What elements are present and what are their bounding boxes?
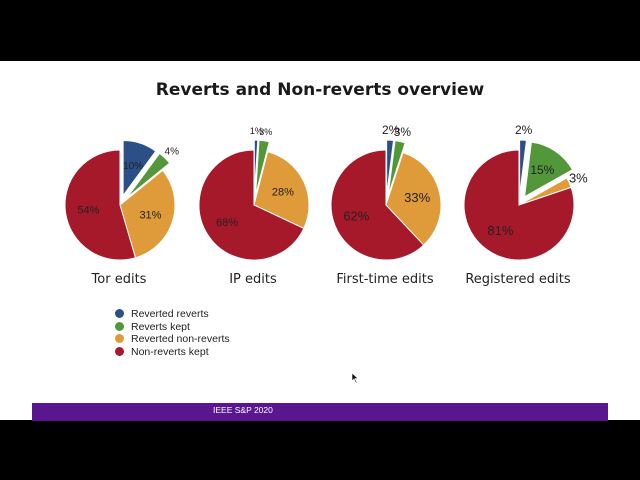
- pie-slice: [523, 141, 574, 198]
- legend-label: Reverted non-reverts: [131, 333, 230, 345]
- pie-slice: [119, 169, 176, 259]
- pie-title: IP edits: [229, 272, 277, 287]
- pie-value-label: 81%: [487, 223, 513, 238]
- pie-slice: [253, 139, 259, 196]
- pie-slice: [385, 152, 442, 246]
- legend-swatch-reverted-reverts: [115, 309, 124, 318]
- pie-value-label: 15%: [530, 163, 554, 177]
- footer-bar: IEEE S&P 2020: [32, 403, 608, 421]
- pie-title: Tor edits: [91, 272, 147, 287]
- pie-slice: [64, 149, 137, 261]
- pie-slice: [387, 140, 406, 196]
- pie-slice: [386, 139, 395, 196]
- pie-slice: [330, 149, 425, 261]
- pie-title: First-time edits: [336, 272, 434, 287]
- legend-swatch-reverted-non-reverts: [115, 334, 124, 343]
- pie-value-label: 54%: [77, 205, 99, 217]
- pie-value-label: 3%: [259, 127, 272, 137]
- pie-slice: [255, 139, 270, 196]
- pie-value-label: 33%: [404, 190, 430, 205]
- pie-value-label: 28%: [272, 186, 294, 198]
- legend-swatch-non-reverts-kept: [115, 346, 124, 356]
- legend-label: Reverts kept: [131, 320, 190, 333]
- slide: Reverts and Non-reverts overview 10% 4% 31…: [0, 61, 640, 421]
- legend-label: Reverted reverts: [131, 308, 209, 320]
- pie-slice: [126, 152, 171, 199]
- pie-value-label: 3%: [569, 171, 588, 186]
- pie-value-label: 10%: [123, 161, 143, 172]
- legend-swatch-reverts-kept: [115, 321, 124, 331]
- pie-slice: [253, 151, 310, 230]
- slide-title: Reverts and Non-reverts overview: [155, 80, 485, 100]
- pie-slice: [519, 139, 528, 196]
- pie-value-label: 62%: [343, 209, 369, 224]
- pie-value-label: 3%: [394, 125, 412, 139]
- pie-slice: [122, 139, 157, 198]
- pie-slice: [463, 149, 575, 261]
- pie-value-label: 31%: [139, 209, 161, 221]
- pie-value-label: 68%: [216, 217, 238, 229]
- pie-value-label: 2%: [382, 123, 400, 137]
- pie-value-label: 4%: [165, 147, 180, 158]
- mouse-cursor-icon: [351, 372, 359, 384]
- pie-value-label: 1%: [250, 126, 263, 136]
- footer-text: IEEE S&P 2020: [213, 405, 273, 415]
- pie-value-label: 2%: [515, 123, 533, 137]
- pie-slice: [198, 149, 305, 261]
- legend-label: Non-reverts kept: [131, 345, 209, 358]
- pie-title: Registered edits: [465, 272, 571, 287]
